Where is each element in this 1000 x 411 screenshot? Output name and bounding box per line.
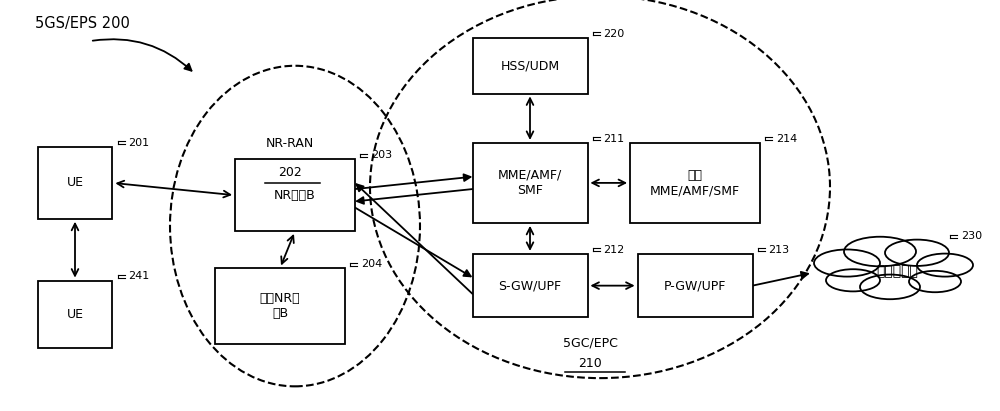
Text: 204: 204: [361, 259, 382, 269]
Bar: [38, 147, 112, 219]
Text: 230: 230: [961, 231, 982, 241]
Bar: [235, 159, 355, 231]
Bar: [638, 254, 753, 318]
Text: 5GC/EPC: 5GC/EPC: [563, 337, 617, 350]
Text: 202: 202: [278, 166, 302, 179]
Text: UE: UE: [66, 308, 84, 321]
Text: 211: 211: [604, 134, 625, 144]
Text: 其它
MME/AMF/SMF: 其它 MME/AMF/SMF: [650, 169, 740, 197]
Circle shape: [831, 242, 961, 296]
Text: UE: UE: [66, 176, 84, 189]
Text: NR节点B: NR节点B: [274, 189, 316, 202]
Ellipse shape: [170, 66, 420, 386]
Text: 241: 241: [128, 271, 150, 282]
Text: NR-RAN: NR-RAN: [266, 137, 314, 150]
Bar: [473, 254, 588, 318]
Text: 213: 213: [768, 245, 790, 255]
Text: 214: 214: [776, 134, 797, 144]
Text: 因特网服务: 因特网服务: [876, 264, 918, 278]
Circle shape: [826, 269, 880, 291]
Text: 其它NR节
点B: 其它NR节 点B: [260, 292, 300, 321]
Circle shape: [844, 237, 916, 266]
Text: 5GS/EPS 200: 5GS/EPS 200: [35, 16, 130, 31]
Text: 201: 201: [128, 138, 150, 148]
Text: S-GW/UPF: S-GW/UPF: [498, 279, 562, 292]
Bar: [215, 268, 345, 344]
Circle shape: [917, 254, 973, 277]
Circle shape: [885, 240, 949, 266]
Text: 203: 203: [371, 150, 392, 160]
Text: P-GW/UPF: P-GW/UPF: [664, 279, 726, 292]
Bar: [38, 281, 112, 349]
Text: 210: 210: [578, 357, 602, 370]
Text: 212: 212: [604, 245, 625, 255]
Bar: [473, 38, 588, 94]
Circle shape: [814, 249, 880, 277]
Circle shape: [909, 271, 961, 292]
Text: 220: 220: [604, 29, 625, 39]
Bar: [473, 143, 588, 223]
Text: HSS/UDM: HSS/UDM: [500, 59, 560, 72]
Circle shape: [860, 275, 920, 299]
Bar: [630, 143, 760, 223]
Text: MME/AMF/
SMF: MME/AMF/ SMF: [498, 169, 562, 197]
